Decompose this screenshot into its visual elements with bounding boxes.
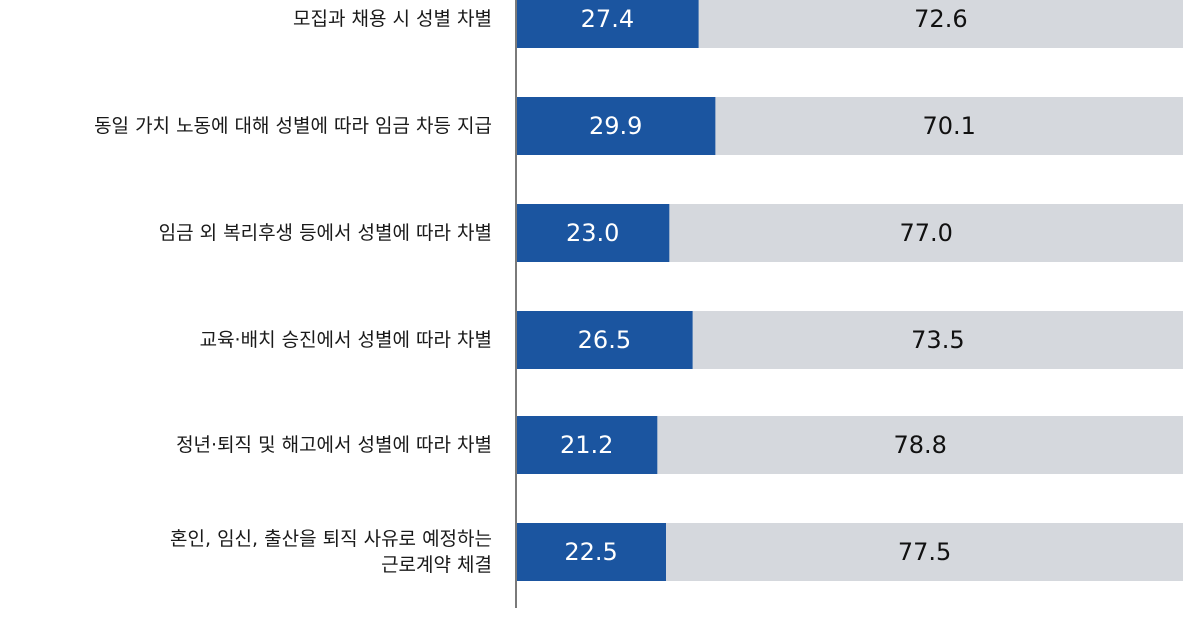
bar-segment-second — [692, 311, 1183, 369]
category-label: 모집과 채용 시 성별 차별 — [293, 8, 492, 30]
bar-segment-first — [516, 416, 658, 474]
bar-segment-second — [669, 204, 1183, 262]
data-label: 23.0 — [566, 219, 619, 247]
bar-segment-second — [657, 416, 1183, 474]
bar-segment-second — [715, 97, 1183, 155]
data-label: 78.8 — [893, 431, 946, 459]
data-label: 26.5 — [578, 326, 631, 354]
category-label: 근로계약 체결 — [381, 554, 492, 576]
data-label: 73.5 — [911, 326, 964, 354]
bar-segment-first — [516, 204, 670, 262]
category-label: 정년·퇴직 및 해고에서 성별에 따라 차별 — [176, 434, 492, 456]
data-label: 29.9 — [589, 112, 642, 140]
bar-segment-second — [666, 523, 1183, 581]
data-label: 22.5 — [564, 538, 617, 566]
bar-segment-second — [698, 0, 1183, 48]
category-label: 교육·배치 승진에서 성별에 따라 차별 — [200, 329, 492, 351]
bar-segment-first — [516, 97, 716, 155]
data-label: 72.6 — [914, 5, 967, 33]
data-label: 70.1 — [922, 112, 975, 140]
bar-segment-first — [516, 523, 667, 581]
data-label: 27.4 — [581, 5, 634, 33]
data-label: 21.2 — [560, 431, 613, 459]
category-label: 혼인, 임신, 출산을 퇴직 사유로 예정하는 — [170, 528, 492, 550]
data-label: 77.0 — [899, 219, 952, 247]
category-label: 동일 가치 노동에 대해 성별에 따라 임금 차등 지급 — [94, 115, 492, 137]
category-label: 임금 외 복리후생 등에서 성별에 따라 차별 — [159, 222, 492, 244]
bar-segment-first — [516, 311, 693, 369]
bar-segment-first — [516, 0, 699, 48]
bar-group: 27.4 72.6 29.9 70.1 23.0 77.0 26.5 73.5 21.2 78.8… — [516, 0, 1183, 581]
data-label: 77.5 — [898, 538, 951, 566]
